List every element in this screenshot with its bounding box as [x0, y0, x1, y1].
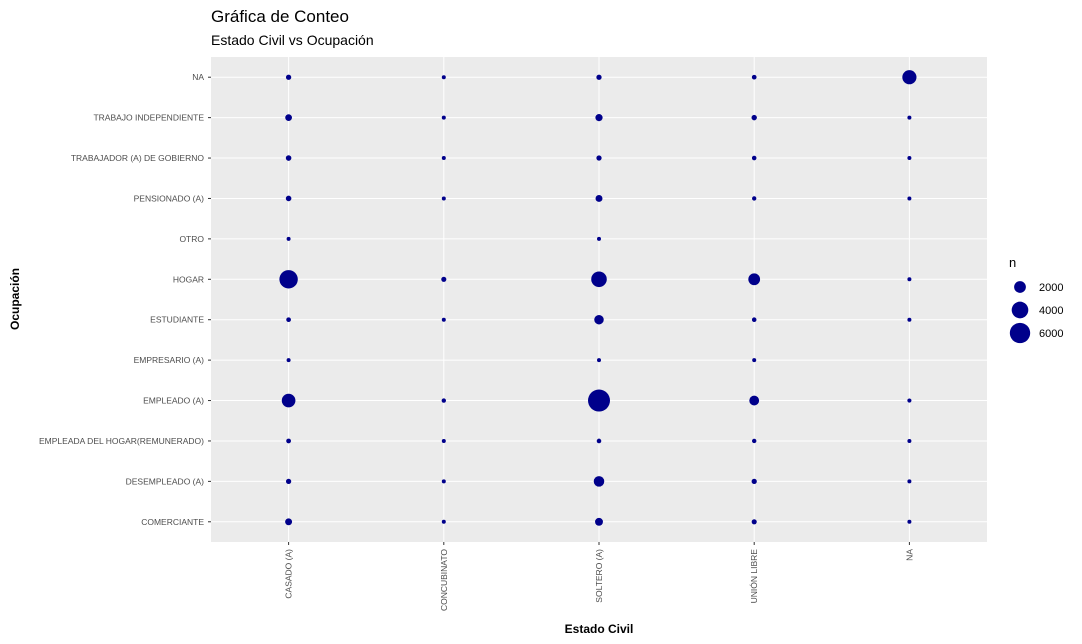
- data-point: [907, 196, 912, 201]
- data-point: [907, 156, 912, 161]
- data-point: [907, 317, 912, 322]
- data-point: [597, 358, 601, 363]
- data-point: [441, 438, 446, 443]
- data-point: [595, 194, 603, 202]
- y-tick-label: EMPRESARIO (A): [134, 355, 205, 365]
- data-point: [281, 393, 296, 408]
- data-point: [751, 317, 757, 322]
- data-point: [286, 358, 291, 363]
- data-point: [441, 479, 446, 484]
- data-point: [441, 519, 446, 524]
- y-tick-labels: COMERCIANTE DESEMPLEADO (A) EMPLEADA DEL H…: [39, 72, 211, 527]
- data-point: [595, 517, 603, 526]
- data-point: [285, 114, 292, 121]
- data-point: [907, 277, 912, 282]
- y-tick-label: ESTUDIANTE: [150, 315, 204, 325]
- legend-title: n: [1009, 255, 1016, 270]
- data-point: [441, 196, 446, 201]
- x-tick-label: CASADO (A): [284, 549, 294, 599]
- data-point: [286, 438, 291, 444]
- y-tick-label: EMPLEADA DEL HOGAR(REMUNERADO): [39, 436, 204, 446]
- y-tick-label: COMERCIANTE: [141, 517, 204, 527]
- data-point: [441, 156, 446, 161]
- data-point: [751, 74, 757, 80]
- legend-key: [1014, 281, 1026, 293]
- y-tick-label: HOGAR: [173, 274, 204, 284]
- data-point: [441, 398, 446, 403]
- data-point: [751, 519, 757, 525]
- legend-label: 2000: [1039, 282, 1063, 294]
- data-point: [588, 389, 610, 412]
- y-tick-label: EMPLEADO (A): [143, 396, 204, 406]
- x-tick-labels: CASADO (A) CONCUBINATO SOLTERO (A) UNIÓN LI…: [284, 542, 914, 611]
- data-points: [279, 70, 917, 526]
- data-point: [751, 155, 757, 161]
- data-point: [285, 478, 292, 485]
- x-tick-label: CONCUBINATO: [439, 549, 449, 611]
- data-point: [907, 438, 912, 443]
- chart-subtitle: Estado Civil vs Ocupación: [211, 32, 374, 48]
- data-point: [907, 398, 912, 403]
- legend-label: 6000: [1039, 328, 1063, 340]
- data-point: [591, 271, 607, 288]
- data-point: [285, 155, 292, 161]
- data-point: [907, 115, 912, 120]
- data-point: [597, 236, 601, 241]
- data-point: [285, 74, 292, 80]
- x-tick-label: SOLTERO (A): [594, 549, 604, 603]
- data-point: [752, 196, 757, 201]
- size-legend: n 2000 4000 6000: [1005, 255, 1065, 346]
- legend-key: [1011, 301, 1029, 319]
- data-point: [596, 155, 602, 161]
- data-point: [441, 317, 446, 322]
- y-axis-title: Ocupación: [8, 268, 22, 330]
- legend-label: 4000: [1039, 305, 1063, 317]
- y-tick-label: TRABAJO INDEPENDIENTE: [93, 113, 204, 123]
- data-point: [594, 314, 604, 325]
- data-point: [596, 74, 602, 80]
- data-point: [285, 518, 293, 526]
- data-point: [752, 438, 757, 444]
- data-point: [752, 358, 757, 363]
- y-tick-label: DESEMPLEADO (A): [126, 476, 205, 486]
- data-point: [749, 395, 760, 406]
- data-point: [751, 478, 757, 485]
- chart-title: Gráfica de Conteo: [211, 7, 349, 26]
- data-point: [907, 519, 912, 524]
- data-point: [907, 479, 912, 484]
- data-point: [751, 114, 757, 121]
- data-point: [441, 115, 446, 120]
- data-point: [285, 195, 292, 202]
- data-point: [748, 273, 761, 286]
- data-point: [286, 317, 291, 323]
- y-tick-label: PENSIONADO (A): [134, 193, 205, 203]
- data-point: [595, 114, 603, 122]
- data-point: [902, 70, 917, 85]
- y-tick-label: TRABAJADOR (A) DE GOBIERNO: [71, 153, 205, 163]
- data-point: [286, 236, 291, 241]
- y-tick-label: OTRO: [179, 234, 204, 244]
- x-tick-label: UNIÓN LIBRE: [749, 549, 759, 604]
- data-point: [596, 438, 602, 444]
- data-point: [593, 476, 605, 487]
- x-axis-title: Estado Civil: [565, 622, 634, 636]
- data-point: [441, 75, 446, 80]
- data-point: [279, 270, 298, 289]
- y-tick-label: NA: [192, 72, 204, 82]
- x-tick-label: NA: [904, 549, 914, 561]
- data-point: [441, 276, 447, 282]
- legend-key: [1009, 322, 1031, 344]
